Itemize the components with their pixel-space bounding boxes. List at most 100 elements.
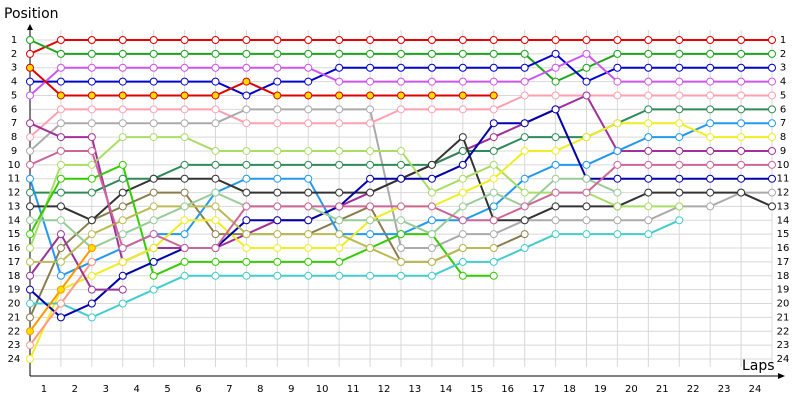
lap-marker — [335, 91, 344, 100]
lap-marker — [87, 230, 96, 239]
lap-marker — [427, 160, 436, 169]
lap-marker — [56, 91, 65, 100]
lap-marker — [551, 91, 560, 100]
lap-marker — [644, 230, 653, 239]
lap-marker — [551, 146, 560, 155]
lap-marker — [56, 313, 65, 322]
lap-marker — [242, 91, 251, 100]
lap-marker — [26, 285, 34, 294]
lap-marker — [118, 105, 127, 114]
lap-marker — [149, 105, 158, 114]
lap-marker — [87, 188, 96, 197]
lap-marker — [427, 49, 436, 58]
lap-marker — [397, 63, 405, 72]
y-tick-label-right: 12 — [777, 188, 790, 199]
lap-marker — [520, 188, 529, 197]
lap-marker — [520, 202, 529, 211]
lap-marker — [366, 271, 375, 280]
y-tick-label: 14 — [8, 215, 21, 226]
lap-marker — [87, 285, 96, 294]
lap-marker — [489, 49, 498, 58]
lap-marker — [737, 119, 746, 128]
lap-marker — [87, 105, 96, 114]
lap-marker — [582, 36, 591, 44]
lap-marker — [613, 77, 622, 86]
lap-marker — [26, 36, 34, 44]
lap-marker — [582, 202, 591, 211]
lap-marker — [458, 146, 467, 155]
lap-marker — [26, 299, 34, 308]
lap-marker — [273, 257, 282, 266]
lap-marker — [427, 105, 436, 114]
lap-marker — [242, 174, 251, 183]
lap-marker — [458, 133, 467, 142]
lap-marker — [489, 230, 498, 239]
lap-marker — [706, 146, 715, 155]
lap-marker — [180, 257, 189, 266]
lap-marker — [242, 160, 251, 169]
y-arrow — [27, 24, 33, 30]
y-tick-label-right: 18 — [777, 271, 790, 282]
x-tick-label: 11 — [347, 384, 360, 395]
lap-marker — [366, 160, 375, 169]
lap-marker — [56, 160, 65, 169]
lap-marker — [366, 91, 375, 100]
lap-marker — [87, 271, 96, 280]
lap-marker — [180, 202, 189, 211]
lap-marker — [768, 36, 776, 44]
lap-marker — [644, 216, 653, 225]
lap-marker — [613, 202, 622, 211]
lap-marker — [149, 244, 158, 253]
lap-marker — [551, 77, 560, 86]
lap-marker — [768, 188, 776, 197]
lap-marker — [768, 91, 776, 100]
lap-marker — [335, 146, 344, 155]
lap-marker — [644, 133, 653, 142]
x-tick-label: 15 — [470, 384, 483, 395]
axes — [27, 24, 785, 379]
lap-marker — [737, 77, 746, 86]
lap-marker — [56, 285, 65, 294]
lap-marker — [273, 63, 282, 72]
lap-marker — [149, 230, 158, 239]
lap-marker — [551, 230, 560, 239]
lap-marker — [149, 119, 158, 128]
lap-marker — [273, 188, 282, 197]
lap-marker — [551, 160, 560, 169]
y-tick-label-right: 2 — [780, 49, 786, 60]
x-tick-label: 12 — [378, 384, 391, 395]
lap-marker — [644, 160, 653, 169]
lap-marker — [26, 216, 34, 225]
lap-marker — [551, 188, 560, 197]
lap-marker — [149, 271, 158, 280]
lap-marker — [118, 216, 127, 225]
lap-marker — [427, 77, 436, 86]
lap-marker — [397, 257, 405, 266]
lap-marker — [242, 230, 251, 239]
lap-marker — [273, 216, 282, 225]
lap-marker — [335, 244, 344, 253]
lap-marker — [582, 63, 591, 72]
lap-marker — [56, 133, 65, 142]
lap-marker — [56, 49, 65, 58]
lap-marker — [211, 91, 220, 100]
lap-marker — [118, 230, 127, 239]
lap-marker — [56, 105, 65, 114]
x-tick-label: 6 — [195, 384, 201, 395]
lap-marker — [26, 63, 34, 72]
x-tick-label: 4 — [133, 384, 139, 395]
lap-marker — [118, 299, 127, 308]
lap-marker — [211, 63, 220, 72]
lap-marker — [644, 146, 653, 155]
lap-marker — [335, 202, 344, 211]
lap-marker — [273, 91, 282, 100]
lap-marker — [520, 216, 529, 225]
x-tick-label: 23 — [718, 384, 731, 395]
lap-marker — [118, 174, 127, 183]
lap-marker — [737, 63, 746, 72]
lap-marker — [26, 271, 34, 280]
lap-marker — [211, 188, 220, 197]
lap-marker — [26, 188, 34, 197]
lap-marker — [242, 146, 251, 155]
lap-marker — [489, 244, 498, 253]
